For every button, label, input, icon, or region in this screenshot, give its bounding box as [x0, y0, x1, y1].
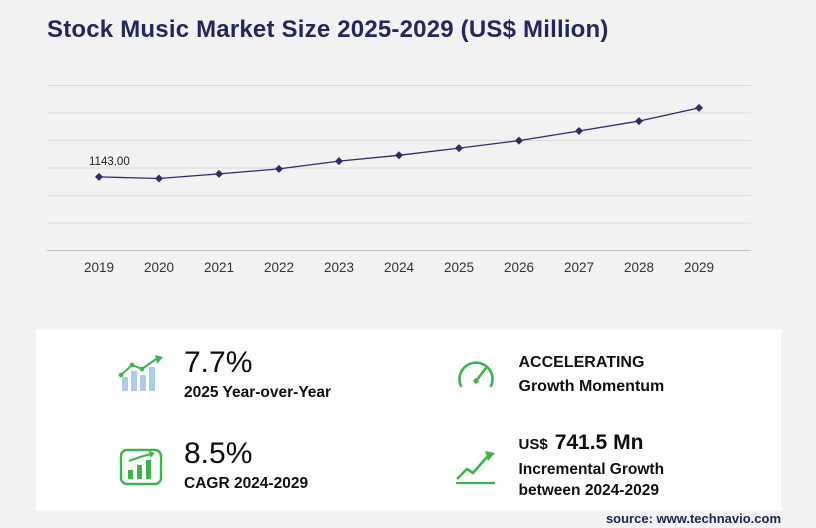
bar-chart-box-icon: [118, 446, 164, 486]
speedometer-icon: [453, 355, 499, 395]
x-tick-label: 2021: [204, 260, 234, 275]
momentum-label: Growth Momentum: [518, 377, 665, 395]
stat-incremental-growth: US$ 741.5 Mn Incremental Growth between …: [409, 431, 782, 500]
data-point-marker: [215, 169, 223, 178]
incremental-label-line2: between 2024-2029: [518, 481, 659, 499]
data-point-marker: [155, 174, 163, 183]
stat-year-over-year: 7.7% 2025 Year-over-Year: [36, 347, 409, 403]
incremental-value-line: US$ 741.5 Mn: [519, 431, 665, 455]
data-point-marker: [395, 151, 403, 160]
bar-line-chart-icon: [118, 354, 164, 395]
growth-arrow-chart-icon: [453, 446, 499, 486]
x-tick-label: 2029: [684, 260, 714, 275]
yoy-label: 2025 Year-over-Year: [184, 384, 332, 402]
x-tick-label: 2028: [624, 260, 654, 275]
momentum-status: ACCELERATING: [518, 353, 645, 371]
first-point-value-label: 1143.00: [89, 156, 130, 168]
x-tick-label: 2026: [504, 260, 534, 275]
incremental-currency: US$: [518, 436, 548, 454]
page-title: Stock Music Market Size 2025-2029 (US$ M…: [47, 16, 609, 43]
x-tick-label: 2023: [324, 260, 354, 275]
stat-growth-momentum: ACCELERATING Growth Momentum: [409, 351, 782, 399]
x-tick-label: 2019: [84, 260, 114, 275]
incremental-label-line1: Incremental Growth: [518, 461, 665, 479]
data-point-marker: [695, 103, 703, 112]
data-point-marker: [575, 127, 583, 135]
incremental-value: 741.5 Mn: [554, 431, 644, 455]
data-point-marker: [95, 172, 103, 181]
x-tick-label: 2020: [144, 260, 174, 275]
stat-cagr: 8.5% CAGR 2024-2029: [36, 438, 409, 494]
data-point-marker: [635, 117, 643, 126]
data-point-marker: [335, 157, 343, 166]
stats-panel: 7.7% 2025 Year-over-Year ACCELERATING Gr…: [36, 329, 781, 511]
x-tick-label: 2024: [384, 260, 415, 275]
yoy-value: 7.7%: [184, 345, 253, 379]
data-point-marker: [515, 136, 523, 145]
x-tick-label: 2027: [564, 260, 594, 275]
data-point-marker: [455, 144, 463, 153]
data-point-marker: [275, 164, 283, 173]
cagr-value: 8.5%: [184, 436, 253, 470]
cagr-label: CAGR 2024-2029: [184, 475, 309, 493]
source-attribution: source: www.technavio.com: [605, 511, 781, 526]
x-tick-label: 2022: [264, 260, 294, 275]
x-tick-label: 2025: [444, 260, 474, 275]
market-size-line-chart: 2019 2020 2021 2022 2023 2024 2025 2026 2027 2028…: [47, 85, 751, 275]
